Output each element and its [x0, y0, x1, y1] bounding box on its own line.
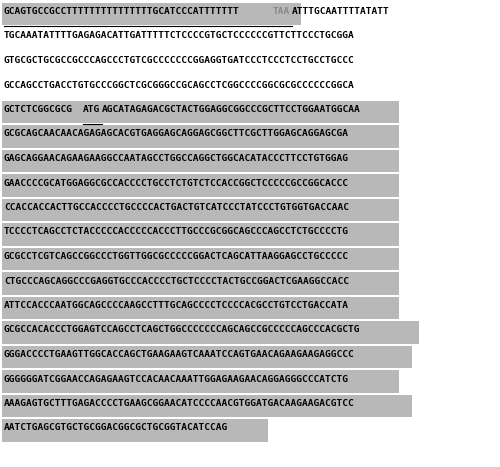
- Text: GGGGGGATCGGAACCAGAGAAGTCCACAACAAATTGGAGAAGAACAGGAGGGCCCATCTG: GGGGGGATCGGAACCAGAGAAGTCCACAACAAATTGGAGA…: [4, 375, 349, 383]
- Text: CTGCCCAGCAGGCCCGAGGTGCCCACCCCTGCTCCCCTACTGCCGGACTCGAAGGCCACC: CTGCCCAGCAGGCCCGAGGTGCCCACCCCTGCTCCCCTAC…: [4, 276, 349, 285]
- Text: TCCCCTCAGCCTCTACCCCCACCCCCACCCTTGCCCGCGGCAGCCCAGCCTCTGCCCCTG: TCCCCTCAGCCTCTACCCCCACCCCCACCCTTGCCCGCGG…: [4, 227, 349, 236]
- Text: GAGCAGGAACAGAAGAAGGCCAATAGCCTGGCCAGGCTGGCACATACCCTTCCTGTGGAG: GAGCAGGAACAGAAGAAGGCCAATAGCCTGGCCAGGCTGG…: [4, 154, 349, 163]
- Text: ATTTGCAATTTTATATT: ATTTGCAATTTTATATT: [292, 7, 390, 16]
- Bar: [2, 3, 301, 26]
- Text: AAAGAGTGCTTTGAGACCCCTGAAGCGGAACATCCCCAACGTGGATGACAAGAAGACGTCC: AAAGAGTGCTTTGAGACCCCTGAAGCGGAACATCCCCAAC…: [4, 399, 355, 408]
- Text: GGGACCCCTGAAGTTGGCACCAGCTGAAGAAGTCAAATCCAGTGAACAGAAGAAGAGGCCC: GGGACCCCTGAAGTTGGCACCAGCTGAAGAAGTCAAATCC…: [4, 350, 355, 359]
- Text: ATG: ATG: [82, 105, 100, 114]
- Bar: [2, 175, 399, 197]
- Bar: [2, 223, 399, 246]
- Text: AATCTGAGCGTGCTGCGGACGGCGCTGCGGTACATCCAG: AATCTGAGCGTGCTGCGGACGGCGCTGCGGTACATCCAG: [4, 424, 228, 432]
- Bar: [2, 297, 399, 319]
- Text: GCAGTGCCGCCTTTTTTTTTTTTTTTGCATCCCATTTTTTT: GCAGTGCCGCCTTTTTTTTTTTTTTTGCATCCCATTTTTT…: [4, 7, 240, 16]
- Bar: [2, 321, 418, 344]
- Text: AGCATAGAGACGCTACTGGAGGCGGCCCGCTTCCTGGAATGGCAA: AGCATAGAGACGCTACTGGAGGCGGCCCGCTTCCTGGAAT…: [102, 105, 361, 114]
- Text: TGCAAATATTTTGAGAGACATTGATTTTTCTCCCCGTGCTCCCCCCGTTCTTCCCTGCGGA: TGCAAATATTTTGAGAGACATTGATTTTTCTCCCCGTGCT…: [4, 31, 355, 41]
- Text: TAA: TAA: [272, 7, 290, 16]
- Text: GCGCCTCGTCAGCCGGCCCTGGTTGGCGCCCCCGGACTCAGCATTAAGGAGCCTGCCCCC: GCGCCTCGTCAGCCGGCCCTGGTTGGCGCCCCCGGACTCA…: [4, 252, 349, 261]
- Text: ATTCCACCCAATGGCAGCCCCAAGCCTTTGCAGCCCCTCCCCACGCCTGTCCTGACCATA: ATTCCACCCAATGGCAGCCCCAAGCCTTTGCAGCCCCTCC…: [4, 301, 349, 310]
- Bar: [2, 346, 412, 368]
- Text: GCCAGCCTGACCTGTGCCCGGCTCGCGGGCCGCAGCCTCGGCCCCGGCGCGCCCCCCGGCA: GCCAGCCTGACCTGTGCCCGGCTCGCGGGCCGCAGCCTCG…: [4, 80, 355, 90]
- Text: GCTCTCGGCGCG: GCTCTCGGCGCG: [4, 105, 73, 114]
- Bar: [2, 199, 399, 221]
- Text: GCGCAGCAACAACAGAGAGCACGTGAGGAGCAGGAGCGGCTTCGCTTGGAGCAGGAGCGA: GCGCAGCAACAACAGAGAGCACGTGAGGAGCAGGAGCGGC…: [4, 129, 349, 139]
- Text: GAACCCCGCATGGAGGCGCCACCCCTGCCTCTGTCTCCACCGGCTCCCCCGCCGGCACCC: GAACCCCGCATGGAGGCGCCACCCCTGCCTCTGTCTCCAC…: [4, 178, 349, 187]
- Text: GCGCCACACCCTGGAGTCCAGCCTCAGCTGGCCCCCCCAGCAGCCGCCCCCAGCCCACGCTG: GCGCCACACCCTGGAGTCCAGCCTCAGCTGGCCCCCCCAG…: [4, 325, 360, 334]
- Text: GTGCGCTGCGCCGCCCAGCCCTGTCGCCCCCCCGGAGGTGATCCCTCCCTCCTGCCTGCCC: GTGCGCTGCGCCGCCCAGCCCTGTCGCCCCCCCGGAGGTG…: [4, 56, 355, 65]
- Bar: [2, 370, 399, 393]
- Bar: [2, 126, 399, 148]
- Bar: [2, 101, 399, 123]
- Bar: [2, 272, 399, 295]
- Bar: [2, 248, 399, 270]
- Bar: [2, 395, 412, 417]
- Bar: [2, 150, 399, 172]
- Bar: [2, 419, 268, 442]
- Text: CCACCACCACTTGCCACCCCTGCCCCACTGACTGTCATCCCTATCCCTGTGGTGACCAAC: CCACCACCACTTGCCACCCCTGCCCCACTGACTGTCATCC…: [4, 203, 349, 212]
